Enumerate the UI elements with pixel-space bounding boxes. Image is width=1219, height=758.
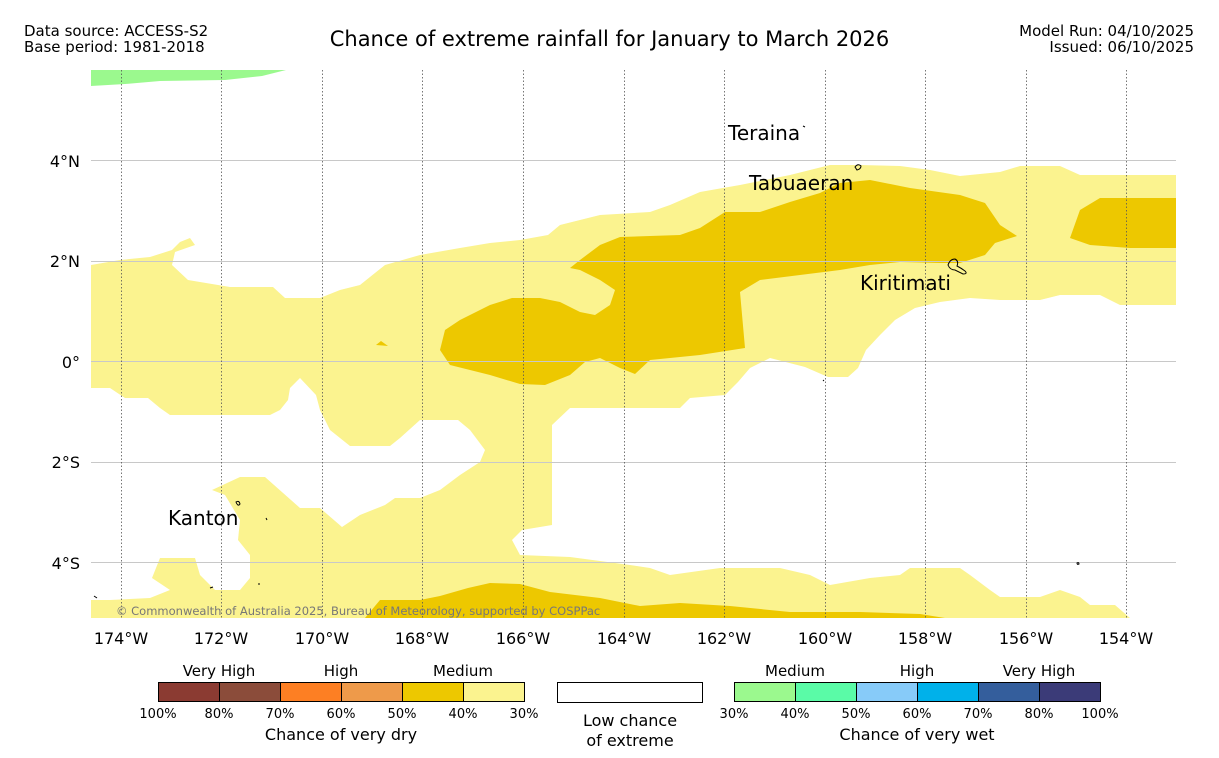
data-source-label: Data source: ACCESS-S2 [24, 22, 209, 40]
model-run-label: Model Run: 04/10/2025 [1019, 22, 1194, 40]
latitude-gridlines [91, 160, 1176, 563]
low-chance-line1: Low chance [582, 711, 678, 730]
wet-swatch [856, 682, 918, 702]
lon-label: 172°W [194, 629, 249, 648]
base-period-label: Base period: 1981-2018 [24, 38, 205, 56]
dry-swatch [280, 682, 342, 702]
dry-tick-label: 50% [387, 707, 417, 722]
dry-swatch [402, 682, 464, 702]
place-label-teraina: Teraina [727, 121, 800, 145]
lon-label: 174°W [94, 629, 149, 648]
dry-legend-title: Chance of very dry [264, 725, 418, 744]
dry-tick-label: 100% [139, 707, 177, 722]
lat-label: 2°S [52, 453, 80, 472]
wet-swatch [917, 682, 979, 702]
dry-swatch [158, 682, 220, 702]
issued-label: Issued: 06/10/2025 [1049, 38, 1194, 56]
lat-label: 4°S [52, 554, 80, 573]
wet-30-40-region [91, 70, 286, 86]
place-label-kiritimati: Kiritimati [860, 271, 951, 295]
page-title: Chance of extreme rainfall for January t… [329, 27, 890, 51]
place-label-tabuaeran: Tabuaeran [748, 171, 853, 195]
wet-tick-label: 30% [719, 707, 749, 722]
lat-label: 0° [62, 353, 80, 372]
low-chance-line2: of extreme [586, 731, 674, 750]
kanton-island [235, 500, 241, 506]
lon-label: 164°W [597, 629, 652, 648]
dry-category-label: Very High [182, 662, 256, 680]
dry-tick-label: 60% [326, 707, 356, 722]
longitude-labels: 174°W 172°W 170°W 168°W 166°W 164°W 162°… [94, 629, 1154, 648]
lon-label: 168°W [395, 629, 450, 648]
lon-label: 158°W [898, 629, 953, 648]
wet-tick-label: 50% [841, 707, 871, 722]
lon-label: 154°W [1099, 629, 1154, 648]
wet-tick-label: 70% [963, 707, 993, 722]
dry-category-label: High [323, 662, 359, 680]
lon-label: 160°W [798, 629, 853, 648]
dry-30-40-region [91, 165, 1176, 618]
lon-label: 166°W [496, 629, 551, 648]
lat-label: 4°N [50, 152, 80, 171]
lon-label: 170°W [295, 629, 350, 648]
lon-label: 162°W [697, 629, 752, 648]
lon-label: 156°W [999, 629, 1054, 648]
low-chance-label: Low chance of extreme [557, 711, 703, 751]
longitude-gridlines [121, 70, 1127, 618]
low-chance-swatch [557, 682, 703, 703]
dry-swatch [463, 682, 525, 702]
dry-swatch [341, 682, 403, 702]
wet-legend-title: Chance of very wet [839, 725, 995, 744]
kiritimati-island [947, 258, 967, 275]
wet-swatch [1039, 682, 1101, 702]
wet-category-label: Very High [1002, 662, 1076, 680]
place-label-kanton: Kanton [168, 506, 238, 530]
wet-tick-label: 80% [1024, 707, 1054, 722]
rainfall-map: 4°N 2°N 0° 2°S 4°S 174°W 172°W 170°W 168… [50, 70, 1176, 648]
latitude-labels: 4°N 2°N 0° 2°S 4°S [50, 152, 80, 573]
island-outlines [93, 125, 1080, 599]
dry-tick-label: 30% [509, 707, 539, 722]
map-area [91, 70, 1176, 618]
dry-tick-label: 70% [265, 707, 295, 722]
wet-category-label: Medium [765, 662, 825, 680]
wet-swatch [795, 682, 857, 702]
dry-tick-label: 40% [448, 707, 478, 722]
wet-tick-label: 40% [780, 707, 810, 722]
dry-swatch [219, 682, 281, 702]
dry-tick-label: 80% [204, 707, 234, 722]
copyright-notice: © Commonwealth of Australia 2025, Bureau… [116, 604, 600, 618]
wet-tick-label: 100% [1081, 707, 1119, 722]
tabuaeran-island [854, 164, 862, 171]
wet-tick-label: 60% [902, 707, 932, 722]
place-labels: Teraina Tabuaeran Kiritimati Kanton [168, 121, 951, 530]
wet-swatch [978, 682, 1040, 702]
wet-category-label: High [899, 662, 935, 680]
dry-category-label: Medium [433, 662, 493, 680]
wet-swatch [734, 682, 796, 702]
lat-label: 2°N [50, 252, 80, 271]
dry-40-50-region [365, 180, 1176, 618]
